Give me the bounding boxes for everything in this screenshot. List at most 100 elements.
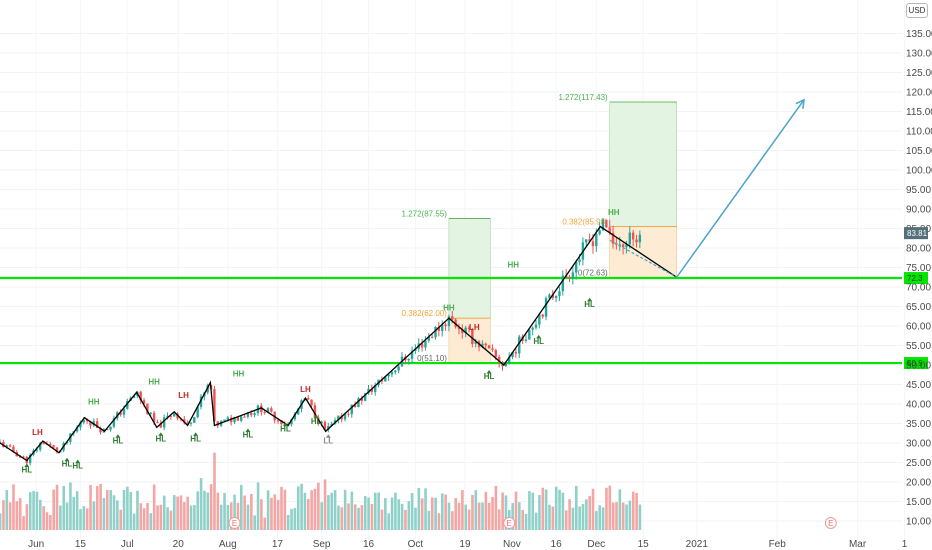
earnings-letter: E: [828, 519, 833, 528]
pivot-label-lh: LH: [32, 428, 43, 437]
candle-body: [122, 408, 126, 415]
candle-body: [611, 232, 615, 244]
volume-bar: [317, 482, 320, 530]
volume-bar: [109, 490, 112, 530]
volume-bar: [313, 488, 317, 530]
volume-bar: [296, 486, 300, 530]
candle-body: [350, 404, 353, 415]
candle-body: [451, 316, 454, 320]
volume-bar: [126, 486, 129, 530]
candle-body: [384, 376, 387, 382]
candle-body: [166, 415, 169, 418]
pivot-label-hh: HH: [608, 208, 620, 217]
candle-body: [196, 406, 199, 418]
volume-bar: [136, 490, 139, 530]
candle-body: [276, 420, 280, 422]
candle-body: [173, 413, 176, 417]
volume-bar: [605, 487, 608, 530]
candle-body: [585, 239, 588, 243]
time-axis[interactable]: Jun 15 Jul 20 Aug 17 Sep 16 Oct 19 Nov 16 Dec 15 2021 F…: [28, 539, 908, 550]
volume-bar: [52, 489, 55, 530]
pivot-marker: [158, 432, 164, 436]
candle-body: [554, 295, 558, 298]
fib-target-boxes: 1.272(87.55) 0.382(62.00) 0(51.10) 1.272(11…: [402, 93, 678, 364]
pivot-marker: [313, 414, 319, 419]
volume-bar: [45, 512, 49, 530]
volume-bar: [521, 510, 524, 530]
candle-body: [471, 329, 474, 344]
volume-bar: [464, 504, 468, 530]
price-axis[interactable]: 10.00 15.00 20.00 25.00 30.00 35.00 40.00 45.00…: [228, 29, 932, 529]
volume-bar: [551, 506, 555, 530]
volume-bar: [588, 495, 591, 530]
currency-button[interactable]: USD: [906, 3, 928, 18]
volume-bar: [360, 505, 364, 530]
volume-bar: [618, 489, 622, 530]
candle-body: [635, 239, 638, 243]
volume-bar: [420, 498, 424, 530]
support-lines[interactable]: 72.3 50.5: [0, 272, 928, 370]
pivot-marker: [536, 334, 542, 339]
candle-body: [497, 356, 501, 363]
volume-bar: [0, 513, 2, 530]
volume-bar: [333, 490, 337, 530]
volume-bar: [209, 484, 213, 530]
candle-body: [293, 414, 296, 420]
pivot-label-hl: HL: [155, 434, 166, 443]
volume-bar: [32, 491, 35, 530]
candle-body: [337, 415, 340, 421]
candle-body: [223, 419, 226, 421]
candle-body: [608, 227, 611, 233]
candle-body: [424, 340, 427, 348]
y-tick-label: 75.00: [906, 263, 931, 274]
volume-bar: [270, 497, 273, 530]
candle-body: [353, 404, 357, 407]
candle-body: [447, 316, 451, 327]
x-tick-label: Sep: [313, 539, 331, 550]
volume-bar: [638, 504, 642, 530]
candle-body: [317, 417, 320, 424]
candle-body: [75, 427, 79, 432]
volume-bar: [467, 509, 471, 530]
candle-body: [618, 244, 621, 246]
y-tick-label: 60.00: [906, 322, 931, 333]
volume-bar: [256, 482, 260, 530]
x-tick-label: Nov: [503, 539, 521, 550]
volume-bar: [149, 513, 153, 530]
projection-arrowhead: [795, 98, 805, 109]
volume-bar: [179, 495, 183, 530]
y-tick-label: 90.00: [906, 205, 931, 216]
candle-body: [343, 413, 347, 420]
last-price-tag: [904, 227, 928, 240]
candle-body: [390, 372, 394, 375]
x-tick-label: 16: [363, 539, 375, 550]
candle-body: [112, 418, 116, 427]
volume-bar: [414, 507, 417, 530]
candle-body: [548, 294, 551, 299]
pivot-label-lh: LH: [300, 385, 311, 394]
volume-bar: [307, 499, 310, 530]
volume-bar: [22, 516, 25, 530]
candle-body: [132, 395, 136, 398]
x-tick-label: Dec: [587, 539, 605, 550]
zigzag-line[interactable]: [0, 98, 805, 462]
volume-bar: [400, 503, 404, 530]
candle-body: [12, 446, 15, 453]
candle-body: [420, 343, 424, 348]
target-box: [448, 218, 491, 319]
volume-bar: [189, 505, 193, 530]
candle-body: [441, 324, 444, 331]
volume-bar: [176, 496, 179, 530]
candle-body: [139, 391, 142, 401]
volume-bar: [169, 510, 173, 530]
candle-body: [347, 413, 350, 415]
volume-bar: [72, 496, 76, 530]
volume-bar: [394, 492, 397, 530]
volume-bar: [119, 509, 122, 530]
candle-body: [229, 417, 233, 423]
volume-bar: [424, 488, 427, 530]
candle-body: [162, 417, 166, 428]
volume-bar: [564, 510, 568, 530]
